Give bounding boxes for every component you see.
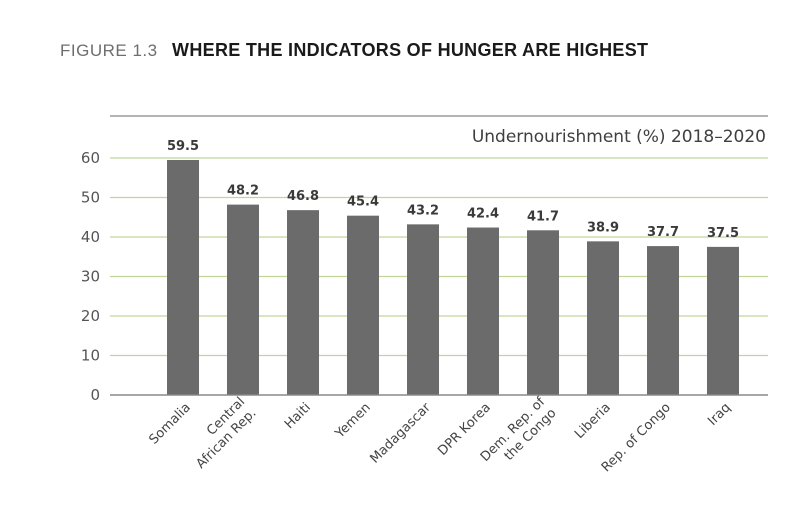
data-label: 38.9 — [587, 220, 619, 235]
data-label: 42.4 — [467, 207, 499, 222]
x-tick-label: Dem. Rep. ofthe Congo — [478, 394, 560, 476]
bar — [707, 246, 739, 395]
data-label: 45.4 — [347, 195, 379, 210]
data-label: 37.7 — [647, 225, 679, 240]
chart-title: Undernourishment (%) 2018–2020 — [472, 127, 766, 147]
bar — [287, 210, 319, 395]
y-tick-label: 50 — [81, 189, 100, 207]
x-tick-label: Madagascar — [367, 400, 434, 467]
figure-header: FIGURE 1.3 WHERE THE INDICATORS OF HUNGE… — [60, 40, 648, 61]
y-tick-label: 0 — [90, 386, 100, 404]
x-tick-label: CentralAfrican Rep. — [182, 395, 259, 472]
x-tick-label: Haiti — [282, 400, 314, 432]
bar — [467, 227, 499, 395]
data-label: 43.2 — [407, 203, 439, 218]
y-tick-label: 10 — [81, 347, 100, 365]
x-axis-ticks: Somalia CentralAfrican Rep. Haiti YemenMada… — [146, 394, 734, 476]
x-tick-label: Iraq — [705, 400, 734, 429]
bar — [587, 241, 619, 395]
bar — [347, 215, 379, 395]
data-label: 59.5 — [167, 139, 199, 154]
data-label: 41.7 — [527, 209, 559, 224]
data-label: 48.2 — [227, 184, 259, 199]
data-label: 37.5 — [707, 226, 739, 241]
y-tick-label: 60 — [81, 149, 100, 167]
x-tick-label: Liberia — [572, 400, 614, 442]
bar — [527, 230, 559, 395]
bars — [167, 159, 739, 395]
figure-title: WHERE THE INDICATORS OF HUNGER ARE HIGHE… — [172, 40, 649, 60]
x-tick-label: Yemen — [332, 400, 374, 442]
y-tick-label: 30 — [81, 268, 100, 286]
data-label: 46.8 — [287, 189, 319, 204]
bar — [227, 204, 259, 395]
y-tick-label: 40 — [81, 228, 100, 246]
y-tick-label: 20 — [81, 307, 100, 325]
x-tick-label: Somalia — [146, 400, 193, 447]
bar — [407, 224, 439, 395]
bar — [167, 159, 199, 395]
y-axis-ticks: 0 10 20 30 40 50 60 — [81, 149, 100, 404]
figure-label: FIGURE 1.3 — [60, 41, 158, 60]
bar — [647, 246, 679, 395]
data-labels: 59.5 48.2 46.8 45.4 43.2 42.4 41.7 38.9 37.7 37.5 — [167, 139, 739, 241]
